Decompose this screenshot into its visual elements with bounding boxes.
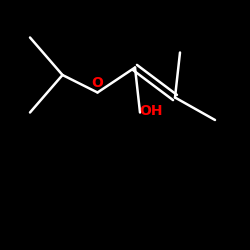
Text: OH: OH — [140, 104, 163, 118]
Text: O: O — [92, 76, 104, 90]
